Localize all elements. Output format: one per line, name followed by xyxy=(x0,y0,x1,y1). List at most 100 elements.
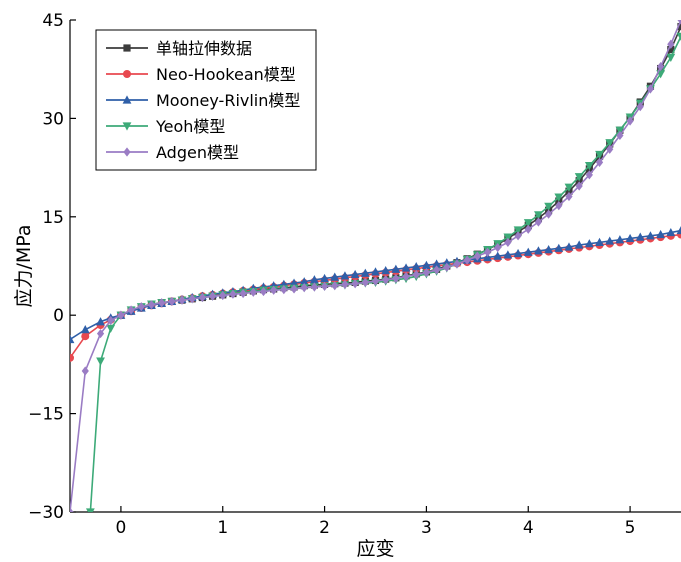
series-group xyxy=(70,230,681,362)
data-point xyxy=(188,294,196,304)
data-point xyxy=(503,233,513,242)
data-point xyxy=(178,295,186,305)
x-tick-label: 4 xyxy=(523,518,534,538)
data-point xyxy=(331,281,339,291)
data-point xyxy=(81,332,90,341)
data-point xyxy=(219,290,227,301)
data-point xyxy=(513,248,523,258)
data-point xyxy=(371,267,380,276)
data-point xyxy=(70,334,75,344)
x-tick-label: 1 xyxy=(217,518,228,538)
data-point xyxy=(127,305,135,315)
data-point xyxy=(361,277,369,287)
data-point xyxy=(534,211,543,220)
data-point xyxy=(554,193,564,202)
data-point xyxy=(249,287,257,297)
legend-marker xyxy=(122,122,132,131)
data-point xyxy=(667,39,675,49)
legend-marker xyxy=(123,44,131,52)
data-point xyxy=(290,284,298,294)
data-point xyxy=(453,259,461,269)
data-point xyxy=(565,191,573,202)
data-point xyxy=(514,231,522,241)
y-tick-label: 15 xyxy=(42,208,64,228)
data-point xyxy=(270,285,278,295)
data-point xyxy=(402,271,410,282)
data-point xyxy=(503,250,513,259)
data-point xyxy=(615,235,625,244)
data-point xyxy=(70,353,74,362)
data-point xyxy=(494,243,502,253)
data-point xyxy=(575,181,583,191)
data-point xyxy=(371,276,380,286)
data-point xyxy=(330,272,340,281)
data-point xyxy=(544,202,554,211)
data-point xyxy=(677,22,681,31)
data-point xyxy=(584,162,594,171)
data-point xyxy=(391,264,401,273)
data-point xyxy=(657,61,665,72)
data-point xyxy=(392,273,400,284)
legend-label: Neo-Hookean模型 xyxy=(156,65,296,84)
data-point xyxy=(96,317,105,326)
data-point xyxy=(107,315,115,326)
data-point xyxy=(422,267,431,278)
data-point xyxy=(564,183,574,192)
data-point xyxy=(524,224,532,234)
data-point xyxy=(96,357,105,366)
x-tick-label: 2 xyxy=(319,518,330,538)
data-point xyxy=(666,53,676,62)
legend-label: 单轴拉伸数据 xyxy=(156,39,252,58)
data-point xyxy=(636,101,644,112)
data-point xyxy=(442,258,452,267)
data-point xyxy=(106,324,116,333)
data-point xyxy=(198,292,206,303)
legend-marker xyxy=(122,95,132,104)
data-point xyxy=(544,245,554,254)
data-point xyxy=(300,283,308,293)
y-axis-label: 应力/MPa xyxy=(13,224,35,307)
data-point xyxy=(432,259,441,268)
data-point xyxy=(320,273,329,283)
data-point xyxy=(595,237,604,246)
data-point xyxy=(574,240,584,249)
data-point xyxy=(433,265,441,275)
data-point xyxy=(585,170,593,180)
x-tick-label: 3 xyxy=(421,518,432,538)
legend-label: Mooney-Rivlin模型 xyxy=(156,91,300,110)
data-point xyxy=(483,252,492,262)
x-axis-label: 应变 xyxy=(356,538,394,558)
data-point xyxy=(147,300,156,310)
legend-label: Adgen模型 xyxy=(156,143,239,162)
data-point xyxy=(554,243,564,252)
data-point xyxy=(382,275,390,285)
legend-marker xyxy=(123,147,131,157)
data-point xyxy=(534,246,543,255)
data-point xyxy=(443,262,451,272)
data-point xyxy=(656,229,666,239)
data-point xyxy=(677,20,681,25)
y-tick-label: −15 xyxy=(28,405,64,425)
data-point xyxy=(401,263,411,272)
data-point xyxy=(280,285,288,295)
data-point xyxy=(646,231,655,240)
data-point xyxy=(504,237,512,247)
data-point xyxy=(229,289,237,299)
data-point xyxy=(70,507,74,512)
data-point xyxy=(310,275,319,284)
data-point xyxy=(117,310,125,320)
series-line xyxy=(70,233,681,359)
data-point xyxy=(676,32,681,41)
data-point xyxy=(259,286,268,297)
data-point xyxy=(666,227,676,237)
data-point xyxy=(667,45,675,54)
data-point xyxy=(299,277,309,286)
data-point xyxy=(626,116,634,126)
data-point xyxy=(606,144,614,154)
data-point xyxy=(584,239,594,248)
data-point xyxy=(616,130,624,141)
data-point xyxy=(81,366,89,376)
data-point xyxy=(483,247,492,257)
data-point xyxy=(289,278,299,287)
